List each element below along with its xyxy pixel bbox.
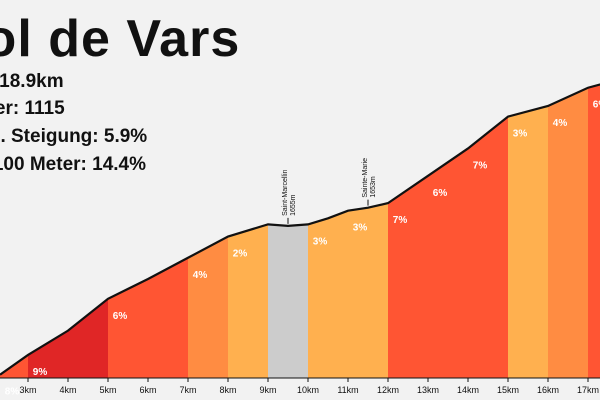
- grade-labels: 8% 9% 6% 4% 2% 3% 3% 7% 6% 7% 3% 4% 6%: [5, 100, 600, 398]
- pass-elevation: 1655m: [290, 194, 297, 216]
- grade-segment: [588, 84, 600, 378]
- pass-name: Saint-Marcellin: [282, 169, 289, 215]
- x-tick-label: 16km: [537, 385, 559, 395]
- grade-label: 8%: [5, 387, 20, 398]
- x-tick-label: 12km: [377, 385, 399, 395]
- grade-label: 3%: [513, 129, 528, 140]
- stat-steepest-100m: Steilste 100 Meter: 14.4%: [0, 154, 146, 175]
- pass-label: Sainte-Marie 1653m: [362, 158, 377, 198]
- x-tick-label: 10km: [297, 385, 319, 395]
- x-tick-label: 13km: [417, 385, 439, 395]
- grade-segment: [508, 105, 548, 379]
- grade-label: 3%: [313, 236, 328, 247]
- grade-label: 6%: [113, 311, 128, 322]
- x-tick-label: 4km: [59, 385, 76, 395]
- grade-label: 6%: [433, 188, 448, 199]
- x-tick-label: 9km: [259, 385, 276, 395]
- grade-segment: [188, 236, 228, 378]
- x-tick-label: 17km: [577, 385, 599, 395]
- grade-label: 7%: [393, 215, 408, 226]
- grade-segment: [308, 210, 348, 378]
- x-tick-label: 11km: [337, 385, 358, 395]
- chart-title: Col de Vars: [0, 10, 240, 68]
- grade-label: 3%: [353, 223, 368, 234]
- grade-segment: [548, 87, 588, 379]
- grade-segments: [0, 84, 600, 379]
- elevation-profile-line: [0, 83, 600, 376]
- grade-segment: [468, 116, 508, 378]
- pass-elevation: 1653m: [370, 176, 377, 198]
- grade-label: 9%: [33, 367, 48, 378]
- stat-elevation-gain: Höhenmeter: 1115: [0, 98, 65, 119]
- pass-label: Saint-Marcellin 1655m: [282, 169, 297, 215]
- x-tick-label: 15km: [497, 385, 519, 395]
- grade-label: 4%: [553, 118, 568, 129]
- x-tick-label: 5km: [99, 385, 116, 395]
- grade-label: 6%: [593, 100, 600, 111]
- x-axis-ticks: 3km 4km 5km 6km 7km 8km 9km 10km 11km 12km 13km 14k…: [19, 378, 599, 395]
- grade-segment: [428, 148, 468, 378]
- grade-segment: [28, 298, 108, 378]
- grade-segment: [268, 224, 308, 378]
- grade-label: 2%: [233, 249, 248, 260]
- pass-name: Sainte-Marie: [362, 158, 369, 198]
- x-tick-label: 3km: [19, 385, 36, 395]
- grade-label: 7%: [473, 160, 488, 171]
- grade-label: 4%: [193, 270, 208, 281]
- x-tick-label: 6km: [139, 385, 156, 395]
- grade-segment: [348, 203, 388, 378]
- stat-distance: Distanz: 18.9km: [0, 71, 64, 92]
- grade-segment: [228, 224, 268, 378]
- x-tick-label: 8km: [219, 385, 236, 395]
- x-tick-label: 14km: [457, 385, 479, 395]
- x-tick-label: 7km: [179, 385, 196, 395]
- grade-segment: [388, 175, 428, 378]
- stat-average-grade: Durchschnittl. Steigung: 5.9%: [0, 126, 147, 147]
- grade-segment: [108, 257, 188, 378]
- pass-markers: Saint-Marcellin 1655m Sainte-Marie 1653m: [282, 158, 377, 224]
